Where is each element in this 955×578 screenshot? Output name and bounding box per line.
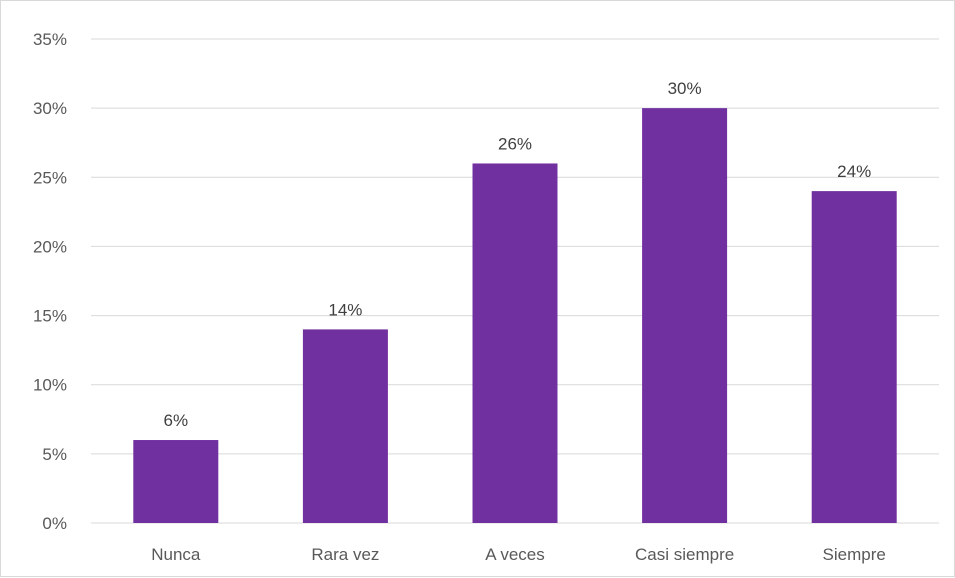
data-label: 24%: [837, 162, 871, 181]
bar: [472, 163, 558, 523]
x-axis-categories: Nunca Rara vez A veces Casi siempre Siempre: [151, 545, 886, 564]
data-label: 30%: [668, 79, 702, 98]
bar: [133, 440, 219, 523]
bars: [133, 108, 897, 524]
x-category-label: A veces: [485, 545, 545, 564]
y-tick-label: 20%: [33, 237, 67, 256]
y-tick-label: 35%: [33, 30, 67, 49]
data-labels: 6% 14% 26% 30% 24%: [164, 79, 872, 430]
bar: [302, 329, 388, 523]
x-category-label: Nunca: [151, 545, 201, 564]
x-category-label: Casi siempre: [635, 545, 734, 564]
y-axis-ticks: 0% 5% 10% 15% 20% 25% 30% 35%: [33, 30, 67, 533]
y-tick-label: 0%: [42, 514, 67, 533]
data-label: 14%: [328, 300, 362, 319]
y-tick-label: 30%: [33, 99, 67, 118]
bar: [811, 191, 897, 523]
data-label: 6%: [164, 411, 189, 430]
x-category-label: Rara vez: [311, 545, 379, 564]
x-category-label: Siempre: [823, 545, 886, 564]
y-tick-label: 25%: [33, 168, 67, 187]
y-tick-label: 10%: [33, 376, 67, 395]
y-tick-label: 15%: [33, 307, 67, 326]
data-label: 26%: [498, 134, 532, 153]
y-tick-label: 5%: [42, 445, 67, 464]
bar: [642, 108, 728, 524]
